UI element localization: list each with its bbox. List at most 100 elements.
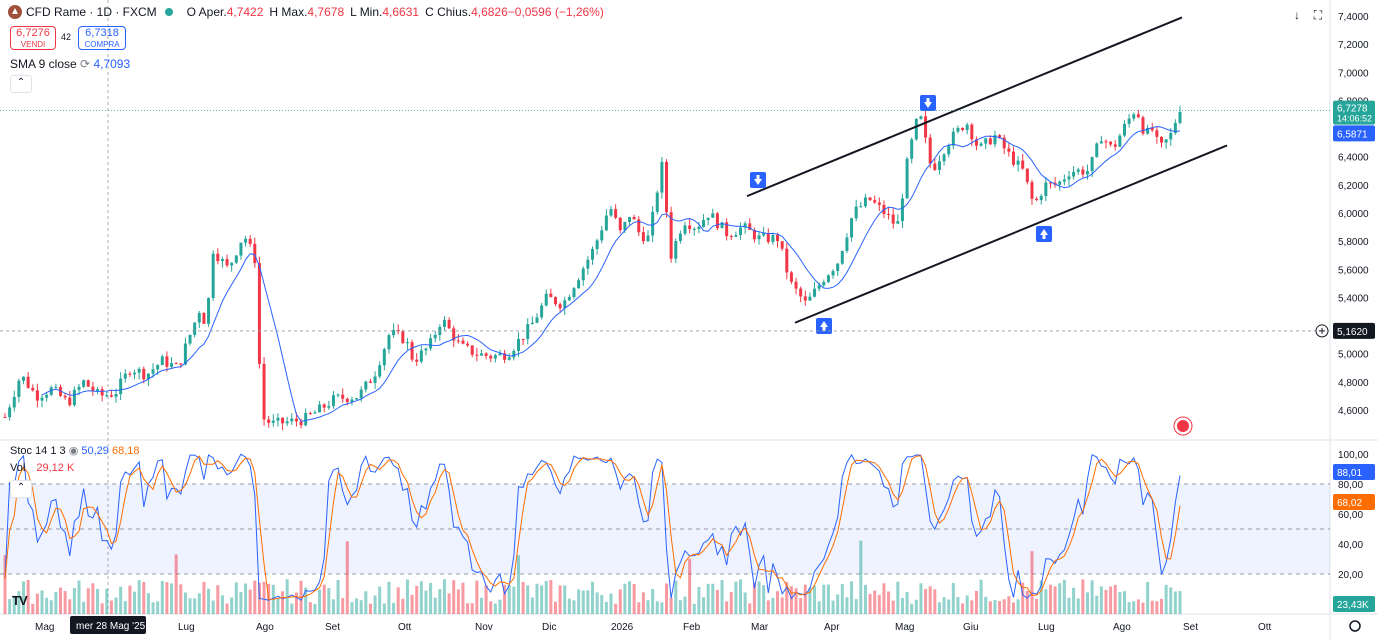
sma-price-tag: 6,5871	[1337, 129, 1368, 140]
ohlc-values: O Aper.4,7422 H Max.4,7678 L Min.4,6631 C C…	[181, 5, 604, 19]
candle-body	[891, 214, 895, 224]
candle-body	[128, 373, 132, 375]
stoch-visibility-icon[interactable]: ◉	[68, 445, 79, 457]
candle-body	[919, 116, 923, 119]
candle-body	[776, 234, 780, 242]
candle-body	[405, 342, 409, 344]
volume-bar	[341, 598, 345, 614]
candle-body	[896, 221, 900, 224]
candle-body	[378, 365, 382, 377]
volume-bar	[368, 603, 372, 614]
volume-bar	[845, 597, 849, 614]
volume-bar	[905, 591, 909, 614]
last-price-tag: 6,7278	[1337, 104, 1368, 115]
candle-body	[313, 412, 317, 414]
candle-body	[665, 161, 669, 213]
time-axis-label: Ott	[398, 622, 412, 633]
tradingview-logo-icon[interactable]: TV	[12, 593, 28, 608]
candle-body	[72, 389, 76, 406]
candle-body	[614, 209, 618, 218]
sell-signal-icon	[920, 95, 936, 111]
candle-body	[294, 418, 298, 422]
price-tick-label: 6,4000	[1338, 153, 1369, 164]
spread-value: 42	[61, 32, 72, 42]
volume-bar	[373, 595, 377, 614]
volume-legend[interactable]: Vol 29,12 K	[10, 462, 74, 474]
buy-button[interactable]: 6,7318 COMPRA	[78, 26, 126, 50]
ohlc-value: 4,6631	[382, 5, 420, 19]
volume-bar	[35, 593, 39, 614]
volume-bar	[993, 600, 997, 614]
symbol-title[interactable]: CFD Rame · 1D · FXCM	[26, 5, 157, 19]
candle-body	[854, 206, 858, 219]
candle-body	[850, 218, 854, 238]
volume-bar	[914, 599, 918, 614]
candle-body	[1090, 156, 1094, 172]
volume-bar	[609, 593, 613, 614]
candle-body	[1062, 179, 1066, 182]
volume-bar	[1159, 598, 1163, 614]
volume-bar	[924, 589, 928, 614]
candle-body	[489, 355, 493, 359]
volume-value: 29,12 K	[36, 462, 75, 474]
scroll-down-icon[interactable]: ↓	[1294, 8, 1300, 22]
candle-body	[8, 407, 12, 418]
sell-price: 6,7276	[16, 27, 50, 39]
candle-body	[1099, 141, 1103, 144]
candle-body	[1164, 139, 1168, 143]
sma-line	[41, 125, 1181, 422]
candle-body	[387, 335, 391, 350]
volume-bar	[947, 599, 951, 614]
settings-icon[interactable]: ⟳	[80, 57, 91, 71]
candle-body	[100, 389, 104, 396]
volume-bar	[706, 583, 710, 614]
volume-bar	[156, 601, 160, 614]
candle-body	[475, 354, 479, 356]
stoch-tick-label: 20,00	[1338, 570, 1363, 581]
volume-bar	[503, 584, 507, 614]
volume-bar	[979, 579, 983, 614]
collapse-indicator-button[interactable]: ⌃	[10, 480, 32, 498]
volume-bar	[100, 603, 104, 614]
candle-body	[54, 386, 58, 388]
volume-bar	[660, 602, 664, 614]
market-status-icon[interactable]	[164, 8, 173, 16]
volume-bar	[498, 599, 502, 614]
time-axis-label: Mag	[895, 622, 914, 633]
stoch-d-value: 68,18	[111, 445, 140, 457]
ohlc-label-c: C Chius.	[425, 5, 472, 19]
candle-body	[715, 213, 719, 229]
volume-bar	[493, 603, 497, 614]
volume-bar	[882, 583, 886, 614]
candle-body	[1007, 148, 1011, 152]
sma-legend[interactable]: SMA 9 close ⟳ 4,7093	[10, 57, 130, 71]
volume-bar	[304, 587, 308, 614]
candle-body	[637, 219, 641, 233]
volume-bar	[419, 581, 423, 614]
candle-body	[678, 233, 682, 241]
candle-body	[1039, 195, 1043, 201]
volume-bar	[678, 600, 682, 614]
time-axis-label: Giu	[963, 622, 979, 633]
candle-body	[905, 158, 909, 199]
candle-body	[1011, 151, 1015, 165]
time-axis-label: Ago	[256, 622, 274, 633]
collapse-legend-button[interactable]: ⌃	[10, 75, 32, 93]
volume-bar	[1164, 584, 1168, 614]
volume-bar	[1067, 597, 1071, 614]
volume-bar	[318, 589, 322, 614]
candle-body	[1095, 143, 1099, 157]
volume-bar	[697, 587, 701, 614]
sell-button[interactable]: 6,7276 VENDI	[10, 26, 56, 50]
candle-body	[516, 338, 520, 351]
stoch-legend[interactable]: Stoc 14 1 3 ◉ 50,29 68,18	[10, 444, 140, 457]
fullscreen-icon[interactable]: ⛶	[1313, 8, 1323, 22]
candle-body	[794, 281, 798, 289]
volume-bar	[655, 601, 659, 614]
volume-bar	[1072, 587, 1076, 614]
candle-body	[133, 372, 137, 375]
candle-body	[234, 255, 238, 263]
candle-body	[257, 263, 261, 364]
sell-label: VENDI	[20, 40, 46, 49]
